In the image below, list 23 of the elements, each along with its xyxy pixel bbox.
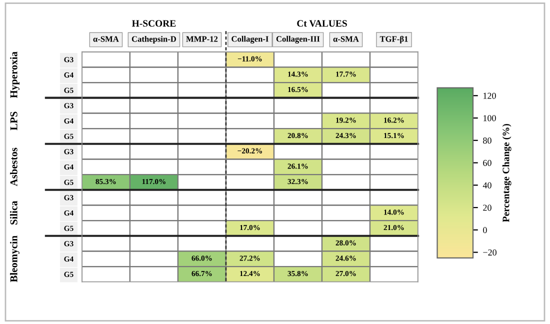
- color-bar-label: 60: [483, 160, 492, 166]
- color-bar-label: −20: [483, 249, 496, 256]
- text: H-SCORE: [132, 20, 176, 27]
- x-tick-label: TGF-β1: [380, 36, 408, 44]
- color-bar-label: 80: [483, 138, 492, 144]
- color-bar-label: 120: [484, 92, 496, 99]
- color-bar-label: 100: [484, 115, 496, 122]
- text: Silica: [10, 200, 18, 224]
- text: Asbestos: [10, 148, 18, 186]
- x-tick-label: Collagen-I: [232, 36, 268, 44]
- text: Ct VALUES: [297, 20, 347, 27]
- x-tick-label: α-SMA: [93, 36, 119, 42]
- text: Bleomycin: [10, 236, 20, 282]
- color-bar-label: 0: [483, 227, 487, 234]
- color-bar-title: Percentage Change (%): [502, 124, 512, 222]
- x-tick-label: α-SMA: [333, 36, 359, 42]
- color-bar-label: 20: [483, 204, 492, 211]
- color-bar-label: 40: [482, 182, 492, 188]
- x-tick-label: Cathepsin-D: [132, 36, 176, 44]
- text: LPS: [10, 112, 18, 130]
- x-tick-label: Collagen-III: [276, 36, 320, 44]
- text: Hyperoxia: [10, 52, 20, 98]
- x-tick-label: MMP-12: [186, 36, 218, 42]
